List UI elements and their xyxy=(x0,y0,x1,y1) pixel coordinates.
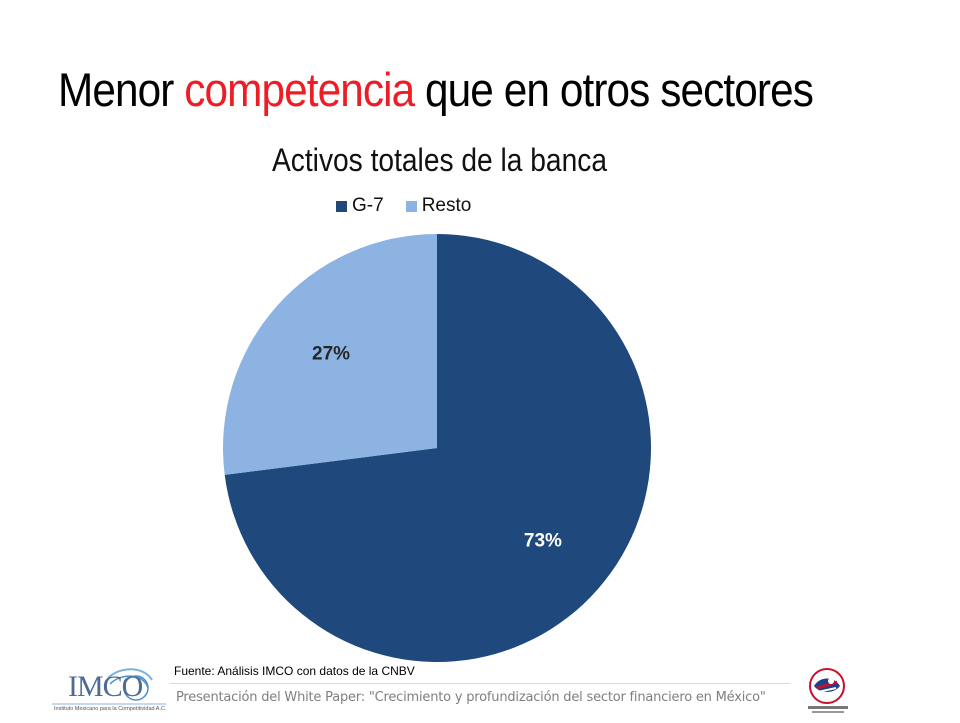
amcham-logo xyxy=(800,664,856,718)
pie-slice-g7 xyxy=(224,234,652,662)
chart-legend: G-7 Resto xyxy=(336,195,471,217)
legend-swatch-resto xyxy=(405,200,417,212)
pie-slice-resto xyxy=(223,234,437,475)
legend-item-g7: G-7 xyxy=(336,195,384,217)
title-suffix: que en otros sectores xyxy=(414,63,814,116)
footer-divider xyxy=(170,683,790,684)
imco-logo-wordmark: IMCO xyxy=(68,670,143,703)
pie-label-g7: 73% xyxy=(524,530,562,551)
footer-text: Presentación del White Paper: "Crecimien… xyxy=(176,690,766,705)
amcham-seal-icon xyxy=(808,668,848,713)
imco-swoosh-icon xyxy=(52,668,166,705)
legend-label-resto: Resto xyxy=(421,195,472,216)
title-prefix: Menor xyxy=(58,63,185,116)
title-highlight: competencia xyxy=(184,63,415,116)
page-title: Menor competencia que en otros sectores xyxy=(58,62,814,117)
source-note: Fuente: Análisis IMCO con datos de la CN… xyxy=(174,664,415,678)
imco-logo: IMCO Instituto Mexicano para la Competit… xyxy=(48,664,170,716)
legend-swatch-g7 xyxy=(336,200,347,212)
chart-title: Activos totales de la banca xyxy=(272,142,607,178)
imco-logo-subtitle: Instituto Mexicano para la Competitivida… xyxy=(54,706,167,712)
legend-label-g7: G-7 xyxy=(352,195,384,216)
legend-item-resto: Resto xyxy=(405,195,472,217)
pie-label-resto: 27% xyxy=(312,344,350,365)
